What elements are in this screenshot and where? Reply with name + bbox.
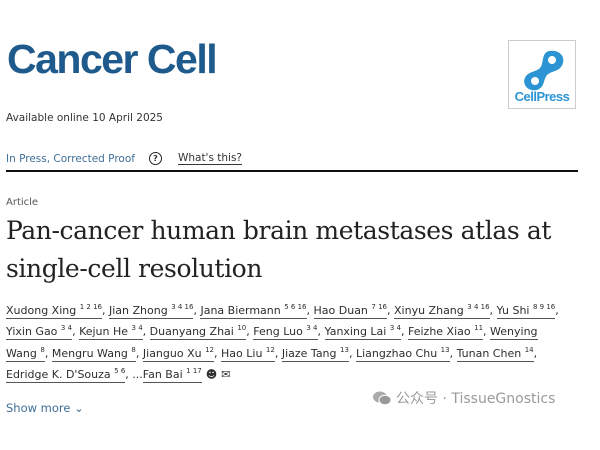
divider — [6, 170, 578, 172]
question-circle-icon[interactable]: ? — [148, 152, 162, 165]
author-link[interactable]: Hao Liu 12 — [221, 345, 275, 362]
author-name: Kejun He — [79, 325, 129, 339]
show-more-label: Show more — [6, 401, 71, 415]
author-link[interactable]: Kejun He 3 4 — [79, 324, 143, 341]
author-name: Yanxing Lai — [324, 325, 387, 339]
affiliation-sup: 7 16 — [371, 303, 388, 311]
author-link[interactable]: Liangzhao Chu 13 — [355, 345, 450, 362]
author-name: Jianguo Xu — [142, 346, 202, 360]
affiliation-sup: 1 2 16 — [79, 303, 102, 311]
affiliation-sup: 13 — [340, 345, 349, 354]
author-name: Yu Shi — [496, 304, 530, 317]
affiliation-sup: 8 9 16 — [532, 303, 556, 311]
journal-title[interactable]: Cancer Cell — [7, 36, 218, 82]
affiliation-sup: 8 — [131, 345, 136, 354]
author-name: Jana Biermann — [200, 304, 281, 317]
author-link[interactable]: Xudong Xing 1 2 16 — [6, 304, 102, 319]
author-link[interactable]: Feng Luo 3 4 — [253, 324, 318, 341]
author-name: Duanyang Zhai — [149, 325, 234, 339]
author-name: Liangzhao Chu — [355, 346, 438, 360]
affiliation-sup: 1 17 — [186, 366, 202, 375]
cellpress-logo[interactable]: CellPress — [508, 40, 576, 109]
affiliation-sup: 14 — [524, 345, 534, 354]
affiliation-sup: 5 6 — [114, 366, 126, 375]
author-name: Jiaze Tang — [281, 346, 337, 360]
author-link[interactable]: Jian Zhong 3 4 16 — [108, 303, 194, 319]
author-name: Wenying Wang — [6, 325, 538, 360]
author-link[interactable]: Feizhe Xiao 11 — [408, 324, 484, 341]
author-link[interactable]: Jianguo Xu 12 — [142, 345, 215, 362]
author-name: Yixin Gao — [6, 325, 58, 339]
watermark-text: 公众号 · TissueGnostics — [396, 391, 556, 407]
author-name: Feizhe Xiao — [408, 325, 471, 339]
author-link[interactable]: Yixin Gao 3 4 — [6, 324, 73, 341]
affiliation-sup: 3 4 16 — [467, 303, 490, 311]
affiliation-sup: 3 4 16 — [171, 303, 194, 311]
author-name: Hao Duan — [313, 304, 368, 317]
affiliation-sup: 8 — [40, 345, 45, 354]
author-name: Xudong Xing — [6, 304, 77, 317]
person-icon[interactable]: ☻ — [205, 367, 218, 381]
author-link[interactable]: Tunan Chen 14 — [456, 345, 534, 362]
affiliation-sup: 12 — [205, 345, 215, 354]
show-more-button[interactable]: Show more ⌄ — [6, 401, 84, 415]
affiliation-sup: 10 — [237, 324, 247, 333]
author-link[interactable]: Hao Duan 7 16 — [313, 303, 388, 319]
available-online-date: Available online 10 April 2025 — [6, 112, 163, 124]
author-link[interactable]: Jiaze Tang 13 — [281, 345, 349, 362]
author-link[interactable]: Edridge K. D'Souza 5 6 — [6, 366, 126, 383]
author-link[interactable]: Mengru Wang 8 — [51, 345, 136, 362]
ellipsis: ... — [132, 367, 143, 381]
author-name: Tunan Chen — [456, 346, 522, 360]
author-link[interactable]: Fan Bai 1 17 — [142, 366, 202, 383]
watermark: 公众号 · TissueGnostics — [372, 388, 555, 408]
author-name: Jian Zhong — [108, 304, 168, 317]
author-link[interactable]: Jana Biermann 5 6 16 — [200, 303, 307, 319]
author-name: Hao Liu — [221, 346, 263, 360]
author-link[interactable]: Duanyang Zhai 10 — [149, 324, 247, 341]
affiliation-sup: 3 4 — [60, 324, 73, 333]
chevron-down-icon: ⌄ — [74, 401, 84, 415]
author-name: Feng Luo — [253, 325, 303, 339]
envelope-icon[interactable]: ✉ — [221, 367, 231, 381]
affiliation-sup: 12 — [265, 345, 275, 354]
author-list: Xudong Xing 1 2 16, Jian Zhong 3 4 16, J… — [6, 300, 566, 385]
author-name: Xinyu Zhang — [394, 304, 464, 317]
affiliation-sup: 11 — [474, 324, 484, 333]
author-name: Edridge K. D'Souza — [6, 367, 111, 381]
affiliation-sup: 13 — [440, 345, 450, 354]
cellpress-mark-icon — [524, 50, 564, 91]
affiliation-sup: 5 6 16 — [284, 303, 307, 311]
author-link[interactable]: Yanxing Lai 3 4 — [324, 324, 401, 341]
author-link[interactable]: Yu Shi 8 9 16 — [496, 303, 556, 319]
in-press-link[interactable]: In Press, Corrected Proof — [6, 152, 135, 165]
affiliation-sup: 3 4 — [131, 324, 143, 333]
status-bar: In Press, Corrected Proof ? What's this? — [6, 152, 242, 165]
affiliation-sup: 3 4 — [389, 324, 401, 333]
wechat-icon — [373, 391, 392, 406]
author-link[interactable]: Xinyu Zhang 3 4 16 — [394, 304, 490, 319]
logo-text: CellPress — [514, 89, 570, 104]
article-title: Pan-cancer human brain metastases atlas … — [6, 216, 552, 283]
whats-this-link[interactable]: What's this? — [177, 152, 242, 165]
author-link[interactable]: Wenying Wang 8 — [6, 325, 538, 362]
affiliation-sup: 3 4 — [306, 324, 318, 333]
article-type: Article — [6, 197, 39, 208]
author-name: Fan Bai — [142, 367, 183, 381]
author-name: Mengru Wang — [51, 346, 128, 360]
